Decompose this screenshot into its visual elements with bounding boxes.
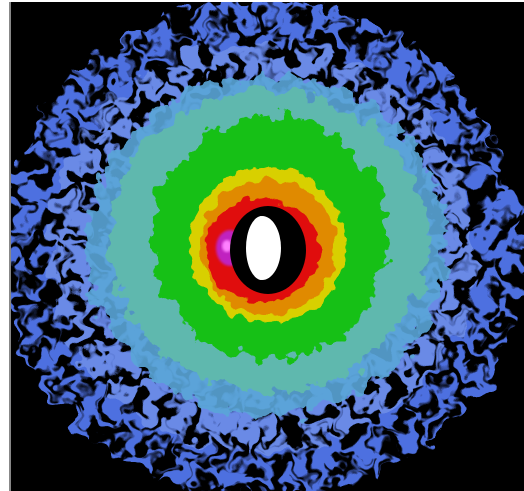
frame-top bbox=[0, 0, 524, 2]
frame-left bbox=[0, 0, 9, 491]
bright-nucleus-left bbox=[246, 216, 262, 280]
magenta-highlight bbox=[222, 240, 232, 252]
frame-left-shade bbox=[9, 2, 11, 491]
